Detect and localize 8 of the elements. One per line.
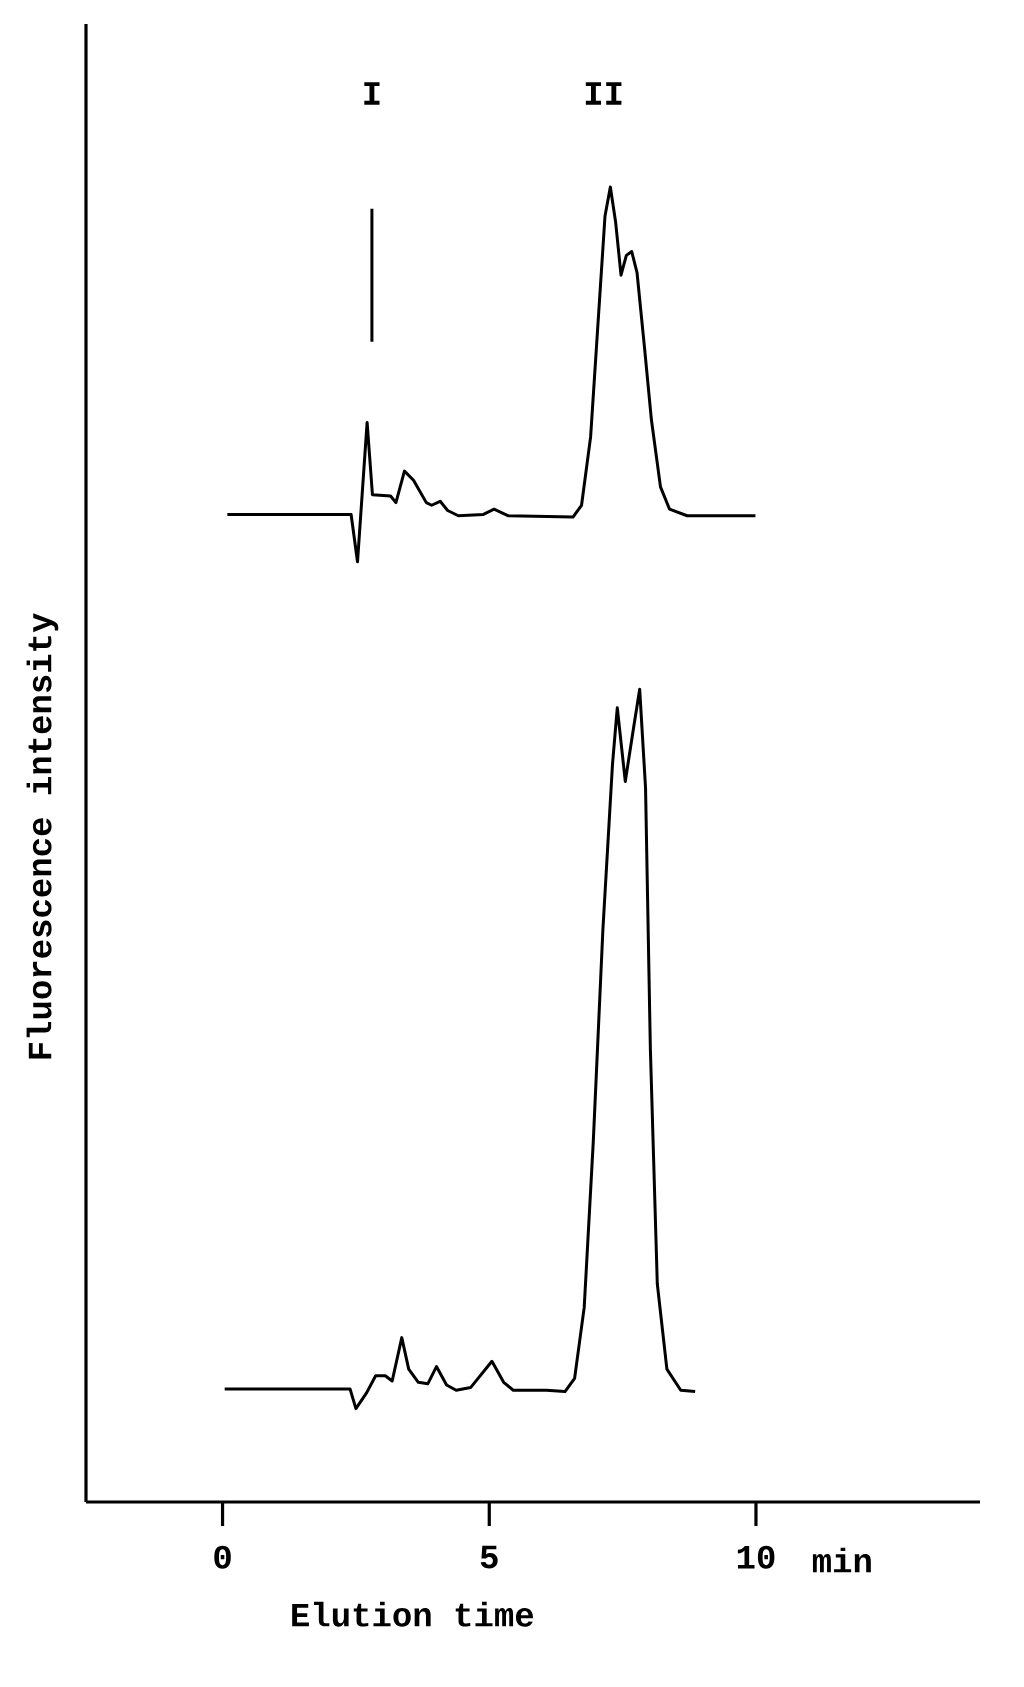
ref-line-label: I	[364, 82, 380, 105]
text: II	[585, 82, 622, 105]
x-tick-label: 10	[737, 1545, 775, 1569]
text: min	[812, 1547, 871, 1573]
x-tick-label: 0	[214, 1545, 231, 1569]
x-tick-label: 5	[480, 1545, 498, 1569]
y-axis-title: Fluorescence intensity	[26, 613, 59, 1059]
x-axis-title: Elution time	[292, 1601, 534, 1627]
